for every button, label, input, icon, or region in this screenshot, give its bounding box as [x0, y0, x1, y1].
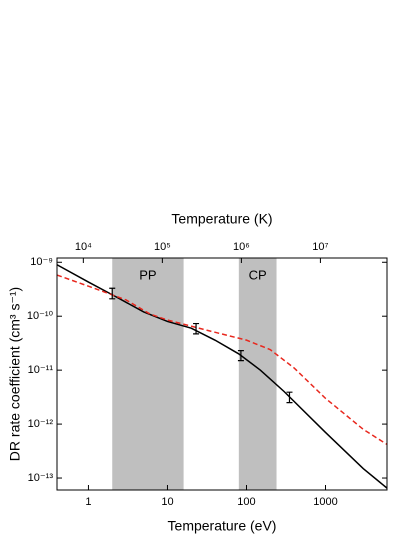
x-tick-label: 1000 [313, 496, 337, 508]
error-bar [286, 391, 293, 404]
x-tick-label: 10 [161, 496, 173, 508]
error-bar [109, 287, 116, 300]
error-bar [193, 322, 200, 335]
x-tick-label: 1 [85, 496, 91, 508]
y-tick-label: 10⁻¹¹ [28, 364, 54, 376]
curve [56, 274, 388, 446]
x2-tick-label: 10⁴ [75, 241, 92, 253]
x-tick-label: 100 [237, 496, 255, 508]
region-label: PP [139, 267, 156, 282]
x2-tick-label: 10⁵ [154, 241, 171, 253]
y-tick-label: 10⁻¹⁰ [27, 310, 54, 322]
shaded-region [238, 258, 277, 490]
curve [56, 264, 388, 489]
x2-axis-title: Temperature (K) [171, 211, 272, 227]
plot-frame [56, 257, 388, 491]
y-axis-title: DR rate coefficient (cm³ s⁻¹) [7, 287, 23, 461]
x-axis-title: Temperature (eV) [168, 518, 277, 534]
x2-tick-label: 10⁷ [312, 241, 328, 253]
x2-tick-label: 10⁶ [233, 241, 250, 253]
y-tick-label: 10⁻¹³ [28, 472, 54, 484]
error-bar [237, 350, 244, 362]
y-tick-label: 10⁻⁹ [30, 256, 53, 268]
y-tick-label: 10⁻¹² [28, 418, 54, 430]
shaded-region [112, 258, 184, 490]
region-label: CP [249, 267, 267, 282]
